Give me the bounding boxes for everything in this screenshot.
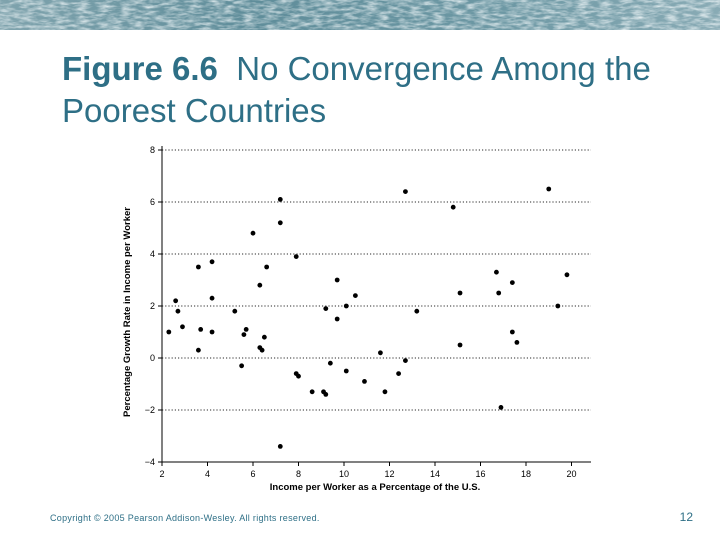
data-point: [352, 293, 358, 298]
data-point: [257, 282, 263, 288]
data-point: [509, 280, 515, 285]
data-point: [396, 371, 401, 376]
data-point: [546, 186, 552, 192]
data-point: [198, 327, 204, 332]
page-number: 12: [679, 510, 693, 524]
data-point: [309, 389, 315, 395]
data-point: [496, 290, 502, 296]
data-point: [264, 264, 270, 270]
figure-label: Figure 6.6: [62, 50, 218, 87]
data-point: [343, 303, 349, 309]
data-point: [277, 197, 283, 202]
copyright-footer: Copyright © 2005 Pearson Addison-Wesley.…: [50, 513, 320, 523]
y-tick-label: −2: [145, 405, 155, 415]
data-point: [498, 405, 504, 410]
data-points: [166, 186, 570, 449]
data-point: [209, 295, 215, 301]
data-point: [514, 340, 520, 345]
data-point: [261, 334, 267, 340]
banner-texture-image: [0, 0, 720, 30]
data-point: [509, 329, 515, 335]
scatter-chart: −4 −2 0 2 4 6 8 2 4 6 8 10 12 14 16 18 20 Income per Wor…: [122, 145, 591, 493]
x-tick-label: 10: [339, 469, 349, 479]
grid-layer: [162, 149, 591, 411]
data-point: [555, 303, 561, 309]
x-tick-label: 14: [430, 469, 440, 479]
x-tick-label: 16: [475, 469, 485, 479]
data-point: [232, 308, 238, 314]
data-point: [378, 350, 383, 356]
data-point: [362, 379, 367, 384]
data-point: [334, 316, 340, 322]
data-point: [241, 332, 247, 337]
x-tick-label: 6: [250, 469, 255, 479]
y-tick-label: 4: [150, 249, 155, 259]
y-tick-label: 2: [150, 301, 155, 311]
data-point: [343, 368, 349, 374]
y-tick-label: 0: [150, 353, 155, 363]
data-point: [564, 272, 570, 278]
data-point: [494, 269, 499, 275]
decorative-banner: [0, 0, 720, 30]
data-point: [277, 444, 283, 449]
data-point: [180, 324, 185, 330]
y-tick-label: 6: [150, 197, 155, 207]
data-point: [457, 290, 463, 296]
data-point: [243, 327, 249, 332]
x-tick-label: 18: [521, 469, 531, 479]
data-point: [323, 306, 329, 311]
x-tick-label: 20: [566, 469, 576, 479]
y-axis-label: Percentage Growth Rate in Income per Wor…: [122, 207, 133, 417]
data-point: [209, 259, 215, 265]
data-point: [382, 389, 388, 395]
data-point: [173, 298, 179, 304]
data-point: [175, 308, 181, 314]
data-point: [196, 347, 201, 353]
data-point: [327, 360, 333, 366]
data-point: [296, 373, 301, 379]
data-point: [457, 342, 463, 348]
data-point: [293, 254, 299, 259]
figure-title-text: No Convergence Among the Poorest Countri…: [62, 50, 651, 129]
y-tick-label: 8: [150, 145, 155, 155]
data-point: [196, 264, 201, 270]
data-point: [209, 329, 215, 335]
data-point: [403, 358, 408, 363]
x-tick-label: 4: [205, 469, 210, 479]
x-tick-label: 2: [159, 469, 164, 479]
data-point: [323, 392, 329, 397]
data-point: [414, 308, 420, 314]
tick-layer: −4 −2 0 2 4 6 8 2 4 6 8 10 12 14 16 18 20: [145, 145, 577, 479]
x-tick-label: 8: [296, 469, 301, 479]
data-point: [277, 220, 283, 226]
x-axis-label: Income per Worker as a Percentage of the…: [270, 482, 480, 493]
data-point: [259, 347, 265, 353]
x-tick-label: 12: [384, 469, 394, 479]
data-point: [334, 277, 340, 283]
data-point: [403, 189, 408, 194]
slide-title: Figure 6.6 No Convergence Among the Poor…: [62, 48, 702, 132]
data-point: [166, 329, 172, 335]
y-tick-label: −4: [145, 457, 155, 467]
data-point: [450, 204, 456, 210]
data-point: [239, 363, 245, 369]
data-point: [250, 230, 256, 236]
